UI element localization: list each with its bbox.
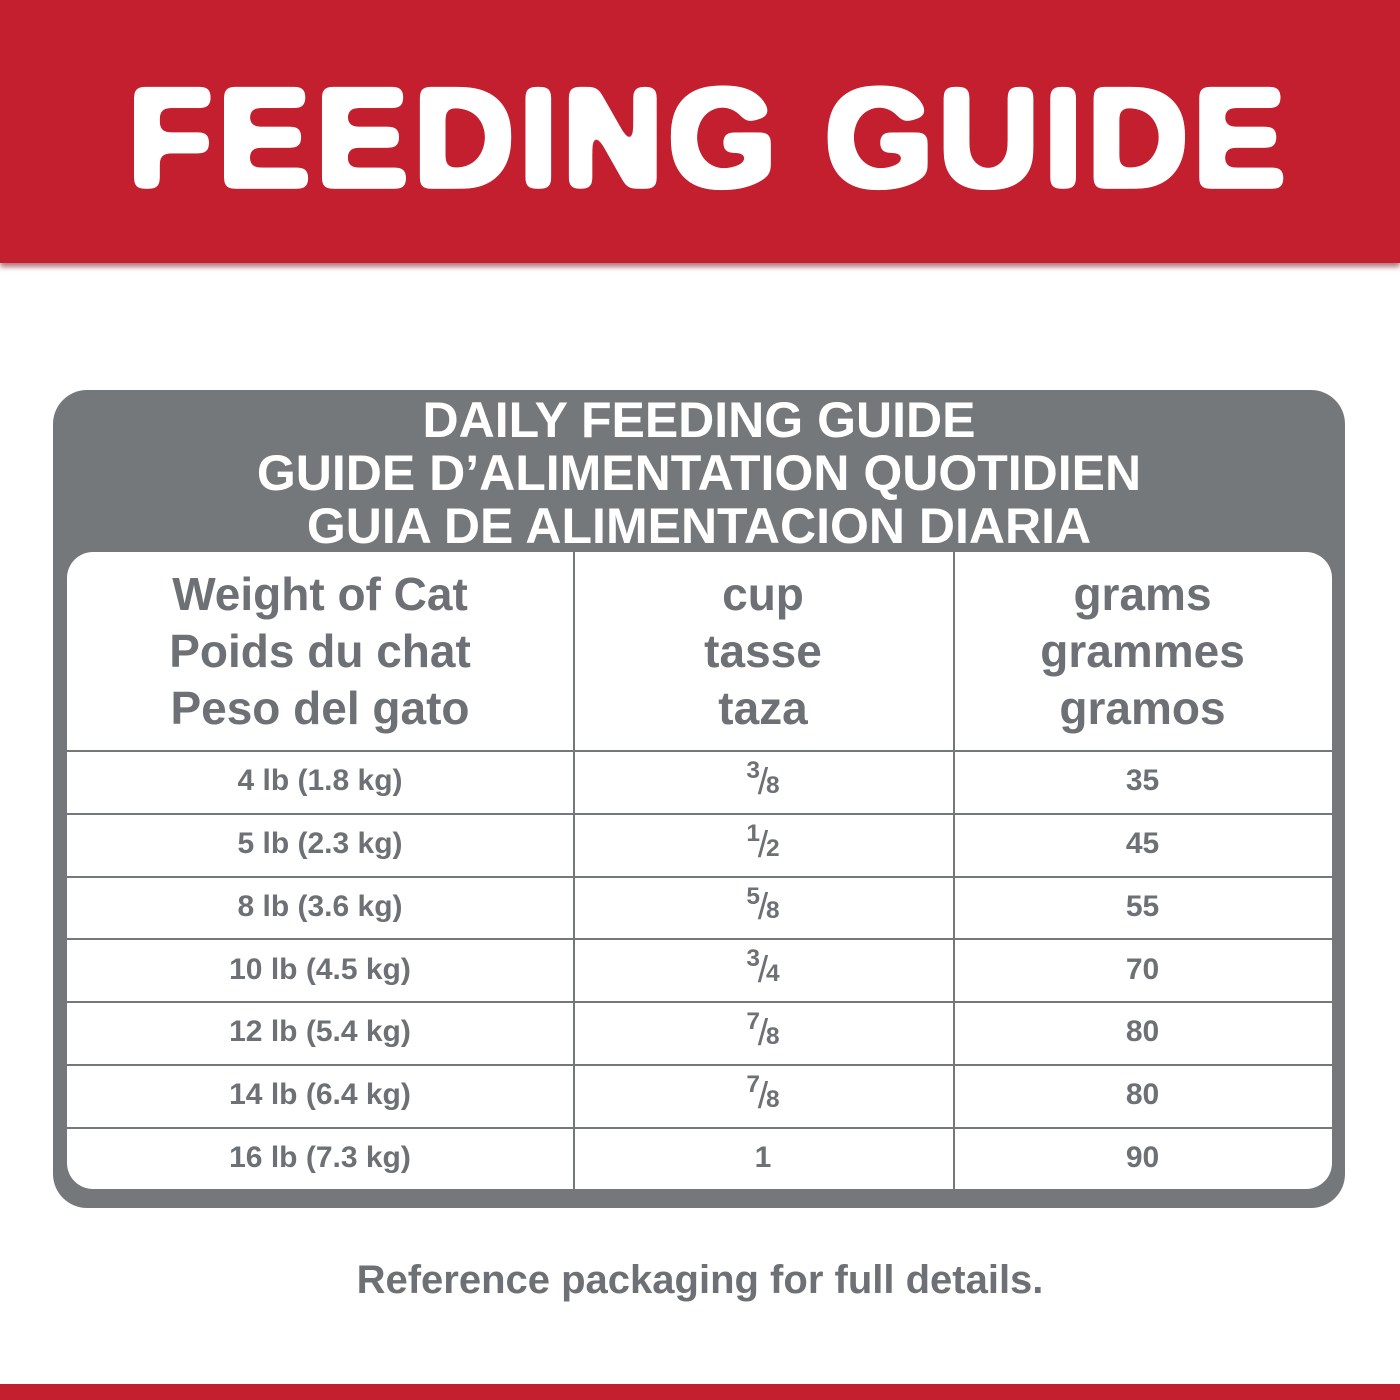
- svg-text:FEEDING GUIDE: FEEDING GUIDE: [127, 59, 1290, 216]
